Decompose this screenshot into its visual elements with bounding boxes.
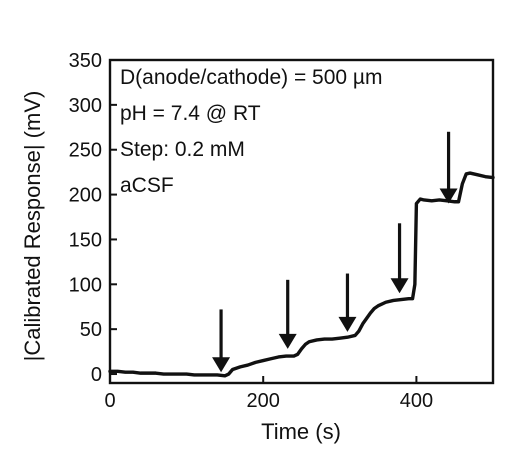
y-axis-tick-label: 100 (69, 274, 102, 296)
x-axis-tick-label: 400 (400, 390, 433, 412)
y-axis-tick-label: 50 (80, 319, 102, 341)
response-series-line (108, 171, 495, 378)
y-axis-tick-label: 200 (69, 185, 102, 207)
y-axis-tick-label: 250 (69, 140, 102, 162)
x-axis-label: Time (s) (261, 419, 341, 444)
y-axis-tick-label: 300 (69, 95, 102, 117)
y-axis-tick-label: 0 (91, 364, 102, 386)
step-arrow-head (278, 333, 297, 349)
step-arrow-head (390, 278, 409, 294)
plot-frame (108, 58, 495, 385)
x-axis-tick-label: 200 (247, 390, 280, 412)
step-arrow-head (212, 357, 231, 373)
step-arrow-head (338, 316, 357, 332)
y-axis-tick-label: 150 (69, 229, 102, 251)
x-axis-tick-label: 0 (104, 390, 115, 412)
chart-annotation: pH = 7.4 @ RT (120, 102, 261, 125)
chart-annotation: aCSF (120, 174, 174, 197)
y-axis-tick-label: 350 (69, 50, 102, 72)
chart-annotation: Step: 0.2 mM (120, 138, 245, 161)
step-arrow-head (439, 188, 458, 204)
y-axis-label: |Calibrated Response| (mV) (20, 91, 45, 362)
chart-annotation: D(anode/cathode) = 500 µm (120, 66, 383, 89)
